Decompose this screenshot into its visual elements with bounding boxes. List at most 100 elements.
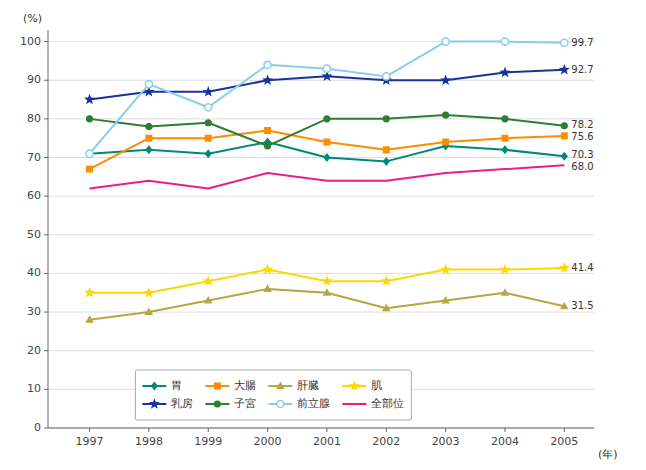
point [262, 74, 273, 85]
x-tick-label: 2000 [254, 435, 282, 448]
grid-line [48, 157, 594, 158]
legend-item: 肝臓 [268, 379, 319, 392]
legend-label: 胃 [171, 379, 182, 392]
end-label: 92.7 [571, 64, 593, 75]
point [499, 264, 510, 275]
legend-marker [349, 380, 360, 390]
point [205, 149, 212, 158]
legend-label: 肌 [371, 379, 382, 392]
point [559, 64, 570, 74]
legend-marker [276, 381, 284, 389]
point [86, 149, 93, 158]
point [85, 315, 93, 323]
series-line [90, 289, 565, 320]
y-tick [44, 312, 48, 313]
y-tick-label: 60 [27, 189, 41, 202]
x-tick [148, 428, 149, 432]
y-tick-label: 0 [34, 421, 41, 434]
x-tick [89, 428, 90, 432]
point [323, 115, 330, 122]
series [84, 64, 570, 104]
legend-item: 子宮 [205, 397, 256, 410]
point [84, 94, 95, 105]
legend-item: 大腸 [205, 379, 256, 392]
point [559, 262, 570, 272]
series-line [90, 268, 565, 293]
legend-label: 乳房 [171, 397, 193, 410]
point [442, 111, 449, 118]
series-line [90, 42, 565, 154]
point [383, 157, 390, 166]
series [86, 38, 568, 157]
series-line [90, 130, 565, 169]
point [321, 275, 332, 285]
x-tick-label: 1997 [76, 435, 104, 448]
point [204, 296, 212, 304]
y-tick-label: 40 [27, 266, 41, 279]
annotations: 70.375.631.541.492.778.299.768.0 [571, 37, 593, 312]
point [383, 73, 390, 80]
point [561, 122, 568, 129]
x-tick-label: 1999 [194, 435, 222, 448]
legend-label: 大腸 [234, 379, 256, 392]
point [440, 74, 451, 85]
point [383, 115, 390, 122]
grid-line [48, 312, 594, 313]
point [383, 146, 390, 153]
y-tick [44, 273, 48, 274]
x-tick-label: 2003 [432, 435, 460, 448]
x-tick [504, 428, 505, 432]
legend-swatch [342, 403, 366, 405]
legend-label: 前立腺 [297, 397, 330, 410]
point [561, 132, 568, 139]
point [442, 139, 449, 146]
x-axis-label: (年) [598, 448, 618, 461]
legend-item: 胃 [142, 379, 182, 392]
y-axis-label: (%) [23, 12, 42, 25]
end-label: 68.0 [571, 161, 593, 172]
end-label: 31.5 [571, 300, 593, 311]
y-tick-label: 90 [27, 73, 41, 86]
x-tick-label: 2004 [491, 435, 519, 448]
point [145, 80, 152, 87]
series [86, 138, 568, 166]
point [323, 139, 330, 146]
series-line [90, 115, 565, 146]
x-axis-line [48, 428, 594, 429]
legend-item: 全部位 [342, 397, 404, 410]
legend-item: 前立腺 [268, 397, 330, 410]
point [263, 284, 271, 292]
y-tick [44, 428, 48, 429]
point [501, 145, 508, 154]
y-tick-label: 30 [27, 305, 41, 318]
y-tick [44, 41, 48, 42]
point [205, 135, 212, 142]
point [323, 288, 331, 296]
x-tick-label: 2005 [550, 435, 578, 448]
point [501, 288, 509, 296]
legend-marker [214, 400, 221, 407]
point [561, 39, 568, 46]
y-tick [44, 234, 48, 235]
y-tick-label: 80 [27, 112, 41, 125]
point [323, 65, 330, 72]
x-tick [445, 428, 446, 432]
point [262, 264, 273, 275]
point [382, 304, 390, 312]
plot-area [84, 38, 570, 323]
legend-box [135, 370, 411, 420]
series-line [90, 165, 565, 188]
point [381, 275, 392, 285]
grid-line [48, 80, 594, 81]
point [442, 38, 449, 45]
grid [48, 42, 594, 428]
series-line [90, 70, 565, 100]
chart: 0102030405060708090100199719981999200020… [0, 0, 646, 470]
series [86, 111, 568, 149]
end-label: 41.4 [571, 262, 593, 273]
legend-label: 全部位 [371, 397, 404, 410]
end-label: 70.3 [571, 149, 593, 160]
point [499, 67, 510, 78]
point [205, 119, 212, 126]
point [145, 135, 152, 142]
